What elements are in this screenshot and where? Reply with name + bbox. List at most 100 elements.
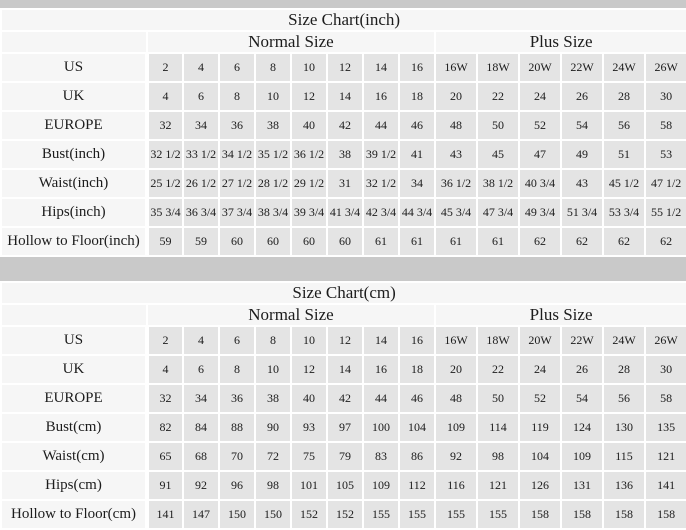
size-cell: 141: [146, 499, 184, 530]
size-cell: 18: [398, 354, 436, 385]
size-cell: 45: [476, 139, 520, 170]
size-cell: 62: [602, 226, 646, 257]
size-cell: 10: [254, 81, 292, 112]
size-cell: 61: [398, 226, 436, 257]
size-cell: 112: [398, 470, 436, 501]
size-cell: 158: [602, 499, 646, 530]
size-cell: 97: [326, 412, 364, 443]
size-cell: 22: [476, 354, 520, 385]
size-table-body: US 2 4 6 8 10 12 14 16 16W 18W 20W 22W 24W 26W UK 4 6 8 10 1…: [0, 52, 686, 257]
size-cell: 38 3/4: [254, 197, 292, 228]
size-cell: 40 3/4: [518, 168, 562, 199]
row-label: UK: [0, 81, 149, 112]
size-cell: 14: [326, 354, 364, 385]
size-group-header-row: Normal Size Plus Size: [0, 303, 686, 327]
row-label: Hollow to Floor(cm): [0, 499, 149, 530]
size-cell: 41: [398, 139, 436, 170]
size-cell: 14: [362, 52, 400, 83]
size-cell: 48: [434, 110, 478, 141]
size-cell: 56: [602, 383, 646, 414]
size-cell: 32 1/2: [146, 139, 184, 170]
size-cell: 16: [398, 325, 436, 356]
table-gap: [0, 257, 686, 281]
size-cell: 116: [434, 470, 478, 501]
size-cell: 22: [476, 81, 520, 112]
size-cell: 26W: [643, 52, 686, 83]
size-cell: 20: [434, 81, 478, 112]
size-cell: 35 3/4: [146, 197, 184, 228]
size-cell: 131: [560, 470, 604, 501]
size-cell: 155: [362, 499, 400, 530]
size-cell: 40: [290, 383, 328, 414]
size-cell: 33 1/2: [182, 139, 220, 170]
size-cell: 98: [254, 470, 292, 501]
size-cell: 16W: [434, 52, 478, 83]
size-cell: 75: [290, 441, 328, 472]
corner-cell: [0, 30, 148, 54]
size-cell: 6: [218, 52, 256, 83]
size-cell: 141: [643, 470, 686, 501]
size-cell: 46: [398, 383, 436, 414]
size-cell: 152: [326, 499, 364, 530]
size-cell: 35 1/2: [254, 139, 292, 170]
size-cell: 8: [218, 354, 256, 385]
size-cell: 26: [560, 81, 604, 112]
size-cell: 26W: [643, 325, 686, 356]
size-cell: 158: [518, 499, 562, 530]
size-cell: 12: [290, 354, 328, 385]
size-cell: 65: [146, 441, 184, 472]
size-cell: 24W: [602, 52, 646, 83]
row-label: Bust(cm): [0, 412, 149, 443]
size-cell: 10: [290, 325, 328, 356]
size-cell: 26: [560, 354, 604, 385]
table-row: UK 4 6 8 10 12 14 16 18 20 22 24 26 28 30: [0, 81, 686, 112]
size-cell: 109: [362, 470, 400, 501]
size-cell: 121: [643, 441, 686, 472]
table-row: Hollow to Floor(inch) 59 59 60 60 60 60 61 61 61 6…: [0, 226, 686, 257]
size-cell: 8: [218, 81, 256, 112]
size-cell: 18W: [476, 325, 520, 356]
size-cell: 4: [182, 52, 220, 83]
size-cell: 51: [602, 139, 646, 170]
size-cell: 29 1/2: [290, 168, 328, 199]
size-cell: 28: [602, 81, 646, 112]
row-label: Hollow to Floor(inch): [0, 226, 149, 257]
size-cell: 126: [518, 470, 562, 501]
table-row: Hips(inch) 35 3/4 36 3/4 37 3/4 38 3/4 39 3/4…: [0, 197, 686, 228]
size-cell: 39 1/2: [362, 139, 400, 170]
size-cell: 52: [518, 383, 562, 414]
size-cell: 24: [518, 81, 562, 112]
row-label: US: [0, 52, 149, 83]
size-cell: 109: [434, 412, 478, 443]
size-cell: 36: [218, 110, 256, 141]
size-cell: 92: [182, 470, 220, 501]
size-cell: 79: [326, 441, 364, 472]
size-cell: 20: [434, 354, 478, 385]
size-cell: 61: [434, 226, 478, 257]
size-cell: 20W: [518, 325, 562, 356]
size-cell: 42 3/4: [362, 197, 400, 228]
corner-cell: [0, 303, 148, 327]
size-cell: 41 3/4: [326, 197, 364, 228]
table-title-row: Size Chart(cm): [0, 281, 686, 305]
size-cell: 27 1/2: [218, 168, 256, 199]
size-cell: 72: [254, 441, 292, 472]
size-cell: 155: [398, 499, 436, 530]
size-cell: 158: [643, 499, 686, 530]
size-cell: 12: [290, 81, 328, 112]
size-cell: 44 3/4: [398, 197, 436, 228]
size-cell: 130: [602, 412, 646, 443]
size-cell: 53: [643, 139, 686, 170]
table-row: EUROPE 32 34 36 38 40 42 44 46 48 50 52 54 56 58: [0, 110, 686, 141]
row-label: Waist(cm): [0, 441, 149, 472]
size-cell: 50: [476, 383, 520, 414]
table-row: Bust(inch) 32 1/2 33 1/2 34 1/2 35 1/2 36 1/2…: [0, 139, 686, 170]
size-cell: 6: [182, 81, 220, 112]
plus-size-header: Plus Size: [433, 30, 686, 54]
size-cell: 55 1/2: [643, 197, 686, 228]
size-cell: 48: [434, 383, 478, 414]
size-cell: 62: [518, 226, 562, 257]
size-chart-cm-table: Size Chart(cm) Normal Size Plus Size US 2…: [0, 281, 686, 530]
size-cell: 40: [290, 110, 328, 141]
